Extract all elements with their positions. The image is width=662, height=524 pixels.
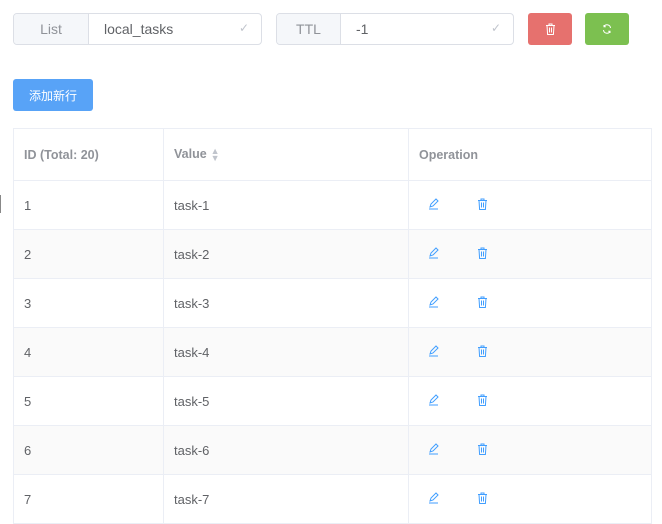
list-key-group: List local_tasks ✓ <box>13 13 262 45</box>
ttl-label: TTL <box>277 14 341 44</box>
ttl-group: TTL -1 ✓ <box>276 13 514 45</box>
table-row: 1 task-1 <box>13 180 652 230</box>
header-value[interactable]: Value ▲ ▼ <box>163 128 409 181</box>
delete-row-icon[interactable] <box>477 443 488 458</box>
cell-value: task-5 <box>163 376 409 426</box>
delete-row-icon[interactable] <box>477 345 488 360</box>
check-icon: ✓ <box>490 21 501 35</box>
cell-operation <box>408 376 652 426</box>
edit-icon[interactable] <box>427 344 439 360</box>
edit-icon[interactable] <box>427 197 439 213</box>
cell-value: task-4 <box>163 327 409 377</box>
table-row: 7 task-7 <box>13 474 652 524</box>
cell-operation <box>408 278 652 328</box>
cell-id: 1 <box>13 180 164 230</box>
edit-icon[interactable] <box>427 442 439 458</box>
cell-value: task-1 <box>163 180 409 230</box>
delete-row-icon[interactable] <box>477 394 488 409</box>
cell-id: 6 <box>13 425 164 475</box>
cell-id: 4 <box>13 327 164 377</box>
header-id: ID (Total: 20) <box>13 128 164 181</box>
list-label: List <box>14 14 89 44</box>
table-row: 4 task-4 <box>13 327 652 377</box>
edit-icon[interactable] <box>427 295 439 311</box>
cell-id: 2 <box>13 229 164 279</box>
cell-value: task-7 <box>163 474 409 524</box>
delete-row-icon[interactable] <box>477 247 488 262</box>
table-row: 5 task-5 <box>13 376 652 426</box>
cell-value: task-2 <box>163 229 409 279</box>
text-cursor <box>0 195 1 213</box>
cell-operation <box>408 474 652 524</box>
sort-icon[interactable]: ▲ ▼ <box>210 145 220 163</box>
edit-icon[interactable] <box>427 393 439 409</box>
cell-id: 5 <box>13 376 164 426</box>
table-row: 6 task-6 <box>13 425 652 475</box>
table-row: 3 task-3 <box>13 278 652 328</box>
cell-operation <box>408 327 652 377</box>
list-key-input[interactable]: local_tasks ✓ <box>104 21 249 37</box>
add-row-button[interactable]: 添加新行 <box>13 79 93 111</box>
refresh-button[interactable] <box>585 13 629 45</box>
edit-icon[interactable] <box>427 246 439 262</box>
delete-row-icon[interactable] <box>477 198 488 213</box>
edit-icon[interactable] <box>427 491 439 507</box>
cell-id: 3 <box>13 278 164 328</box>
ttl-input[interactable]: -1 ✓ <box>356 21 501 37</box>
cell-operation <box>408 425 652 475</box>
cell-value: task-3 <box>163 278 409 328</box>
data-table: ID (Total: 20) Value ▲ ▼ Operation 1 task-1… <box>13 128 652 524</box>
header-operation: Operation <box>408 128 652 181</box>
cell-operation <box>408 180 652 230</box>
cell-id: 7 <box>13 474 164 524</box>
refresh-icon <box>603 24 611 34</box>
delete-row-icon[interactable] <box>477 492 488 507</box>
delete-key-button[interactable] <box>528 13 572 45</box>
delete-row-icon[interactable] <box>477 296 488 311</box>
check-icon: ✓ <box>238 21 249 35</box>
trash-icon <box>545 23 555 35</box>
cell-value: task-6 <box>163 425 409 475</box>
cell-operation <box>408 229 652 279</box>
table-row: 2 task-2 <box>13 229 652 279</box>
